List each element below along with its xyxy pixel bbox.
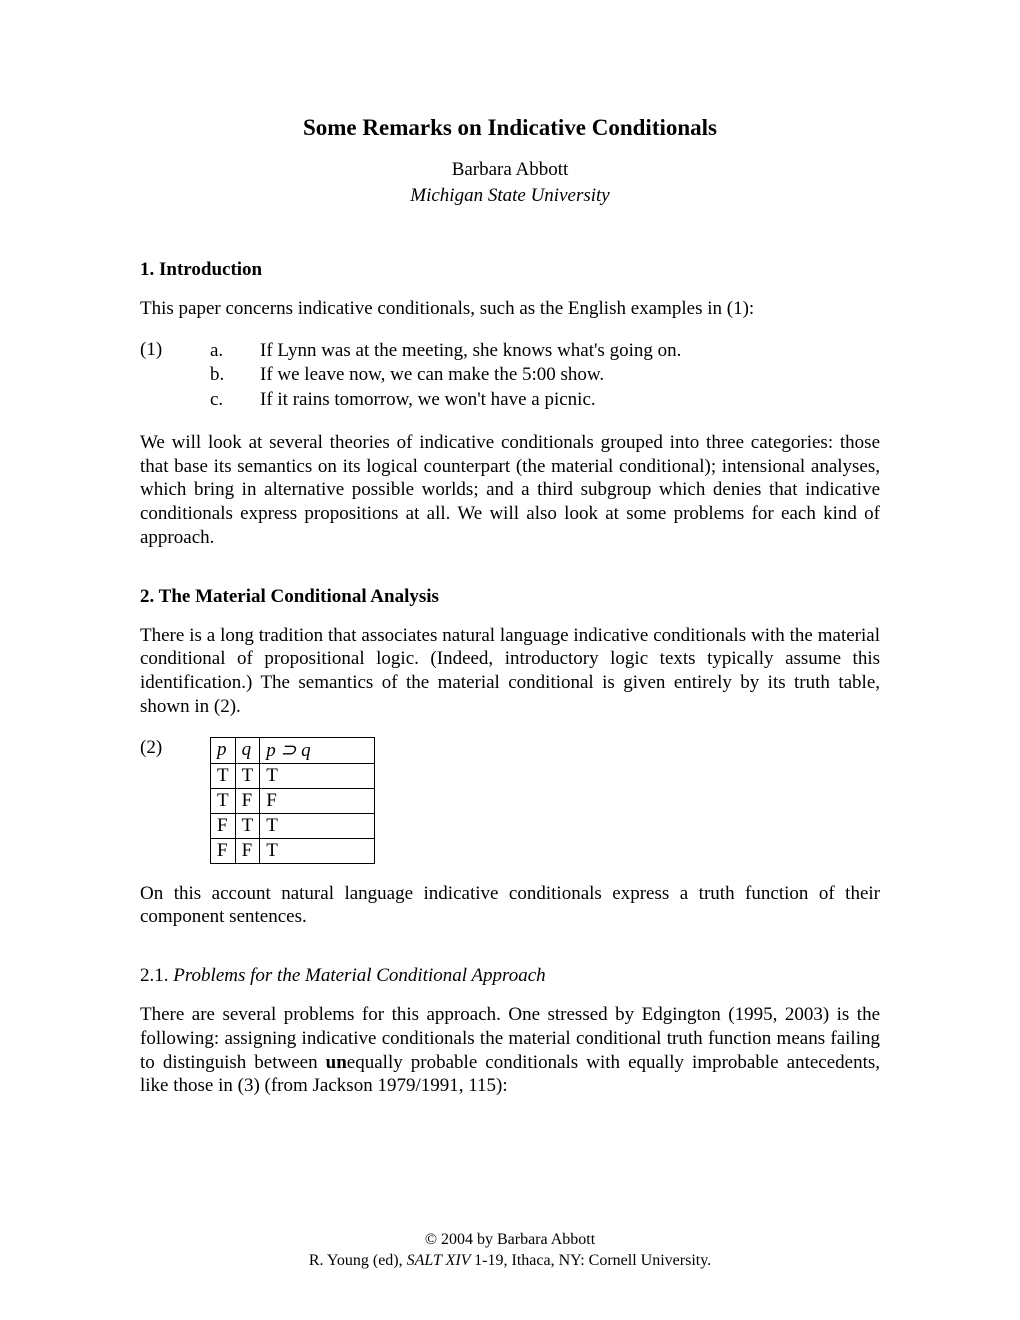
example-letter: c. [210, 388, 260, 413]
table-header-q: q [235, 737, 260, 763]
table-cell: T [235, 813, 260, 838]
table-cell: F [260, 788, 375, 813]
intro-para-2: We will look at several theories of indi… [140, 431, 880, 550]
example-text: If we leave now, we can make the 5:00 sh… [260, 363, 604, 388]
table-cell: T [260, 813, 375, 838]
example-text: If Lynn was at the meeting, she knows wh… [260, 339, 681, 364]
table-header-pq: p ⊃ q [260, 737, 375, 763]
editor-text: R. Young (ed), [309, 1252, 407, 1269]
table-cell: F [235, 838, 260, 863]
section-heading-1: 1. Introduction [140, 259, 880, 281]
table-cell: T [260, 763, 375, 788]
example-letter: b. [210, 363, 260, 388]
table-cell: T [211, 763, 236, 788]
section2-para-1: There is a long tradition that associate… [140, 624, 880, 719]
truth-table: p q p ⊃ q T T T T F F F T T F F [210, 737, 375, 864]
example-number: (1) [140, 339, 210, 413]
page-footer: © 2004 by Barbara Abbott R. Young (ed), … [0, 1230, 1020, 1272]
subsection-title: Problems for the Material Conditional Ap… [173, 965, 545, 986]
subsection-number: 2.1. [140, 965, 173, 986]
example-items: a. If Lynn was at the meeting, she knows… [210, 339, 880, 413]
author-name: Barbara Abbott [140, 159, 880, 181]
truth-table-block: (2) p q p ⊃ q T T T T F F F T T [140, 737, 880, 864]
section-heading-2: 2. The Material Conditional Analysis [140, 586, 880, 608]
copyright-line: © 2004 by Barbara Abbott [0, 1230, 1020, 1251]
example-item: b. If we leave now, we can make the 5:00… [210, 363, 880, 388]
example-item: a. If Lynn was at the meeting, she knows… [210, 339, 880, 364]
table-cell: T [235, 763, 260, 788]
truth-table-wrapper: p q p ⊃ q T T T T F F F T T F F [210, 737, 880, 864]
table-cell: F [211, 813, 236, 838]
bold-prefix: un [326, 1052, 347, 1073]
subsection-heading-2-1: 2.1. Problems for the Material Condition… [140, 965, 880, 987]
paper-title: Some Remarks on Indicative Conditionals [140, 115, 880, 141]
journal-name: SALT XIV [407, 1252, 475, 1269]
section2-para-2: On this account natural language indicat… [140, 882, 880, 930]
example-item: c. If it rains tomorrow, we won't have a… [210, 388, 880, 413]
table-number: (2) [140, 737, 210, 864]
table-cell: F [211, 838, 236, 863]
example-text: If it rains tomorrow, we won't have a pi… [260, 388, 596, 413]
example-1: (1) a. If Lynn was at the meeting, she k… [140, 339, 880, 413]
example-letter: a. [210, 339, 260, 364]
intro-para-1: This paper concerns indicative condition… [140, 297, 880, 321]
citation-rest: 1-19, Ithaca, NY: Cornell University. [474, 1252, 711, 1269]
citation-line: R. Young (ed), SALT XIV 1-19, Ithaca, NY… [0, 1251, 1020, 1272]
table-cell: T [260, 838, 375, 863]
table-cell: F [235, 788, 260, 813]
table-cell: T [211, 788, 236, 813]
table-header-p: p [211, 737, 236, 763]
author-affiliation: Michigan State University [140, 185, 880, 207]
section2-1-para-1: There are several problems for this appr… [140, 1003, 880, 1098]
